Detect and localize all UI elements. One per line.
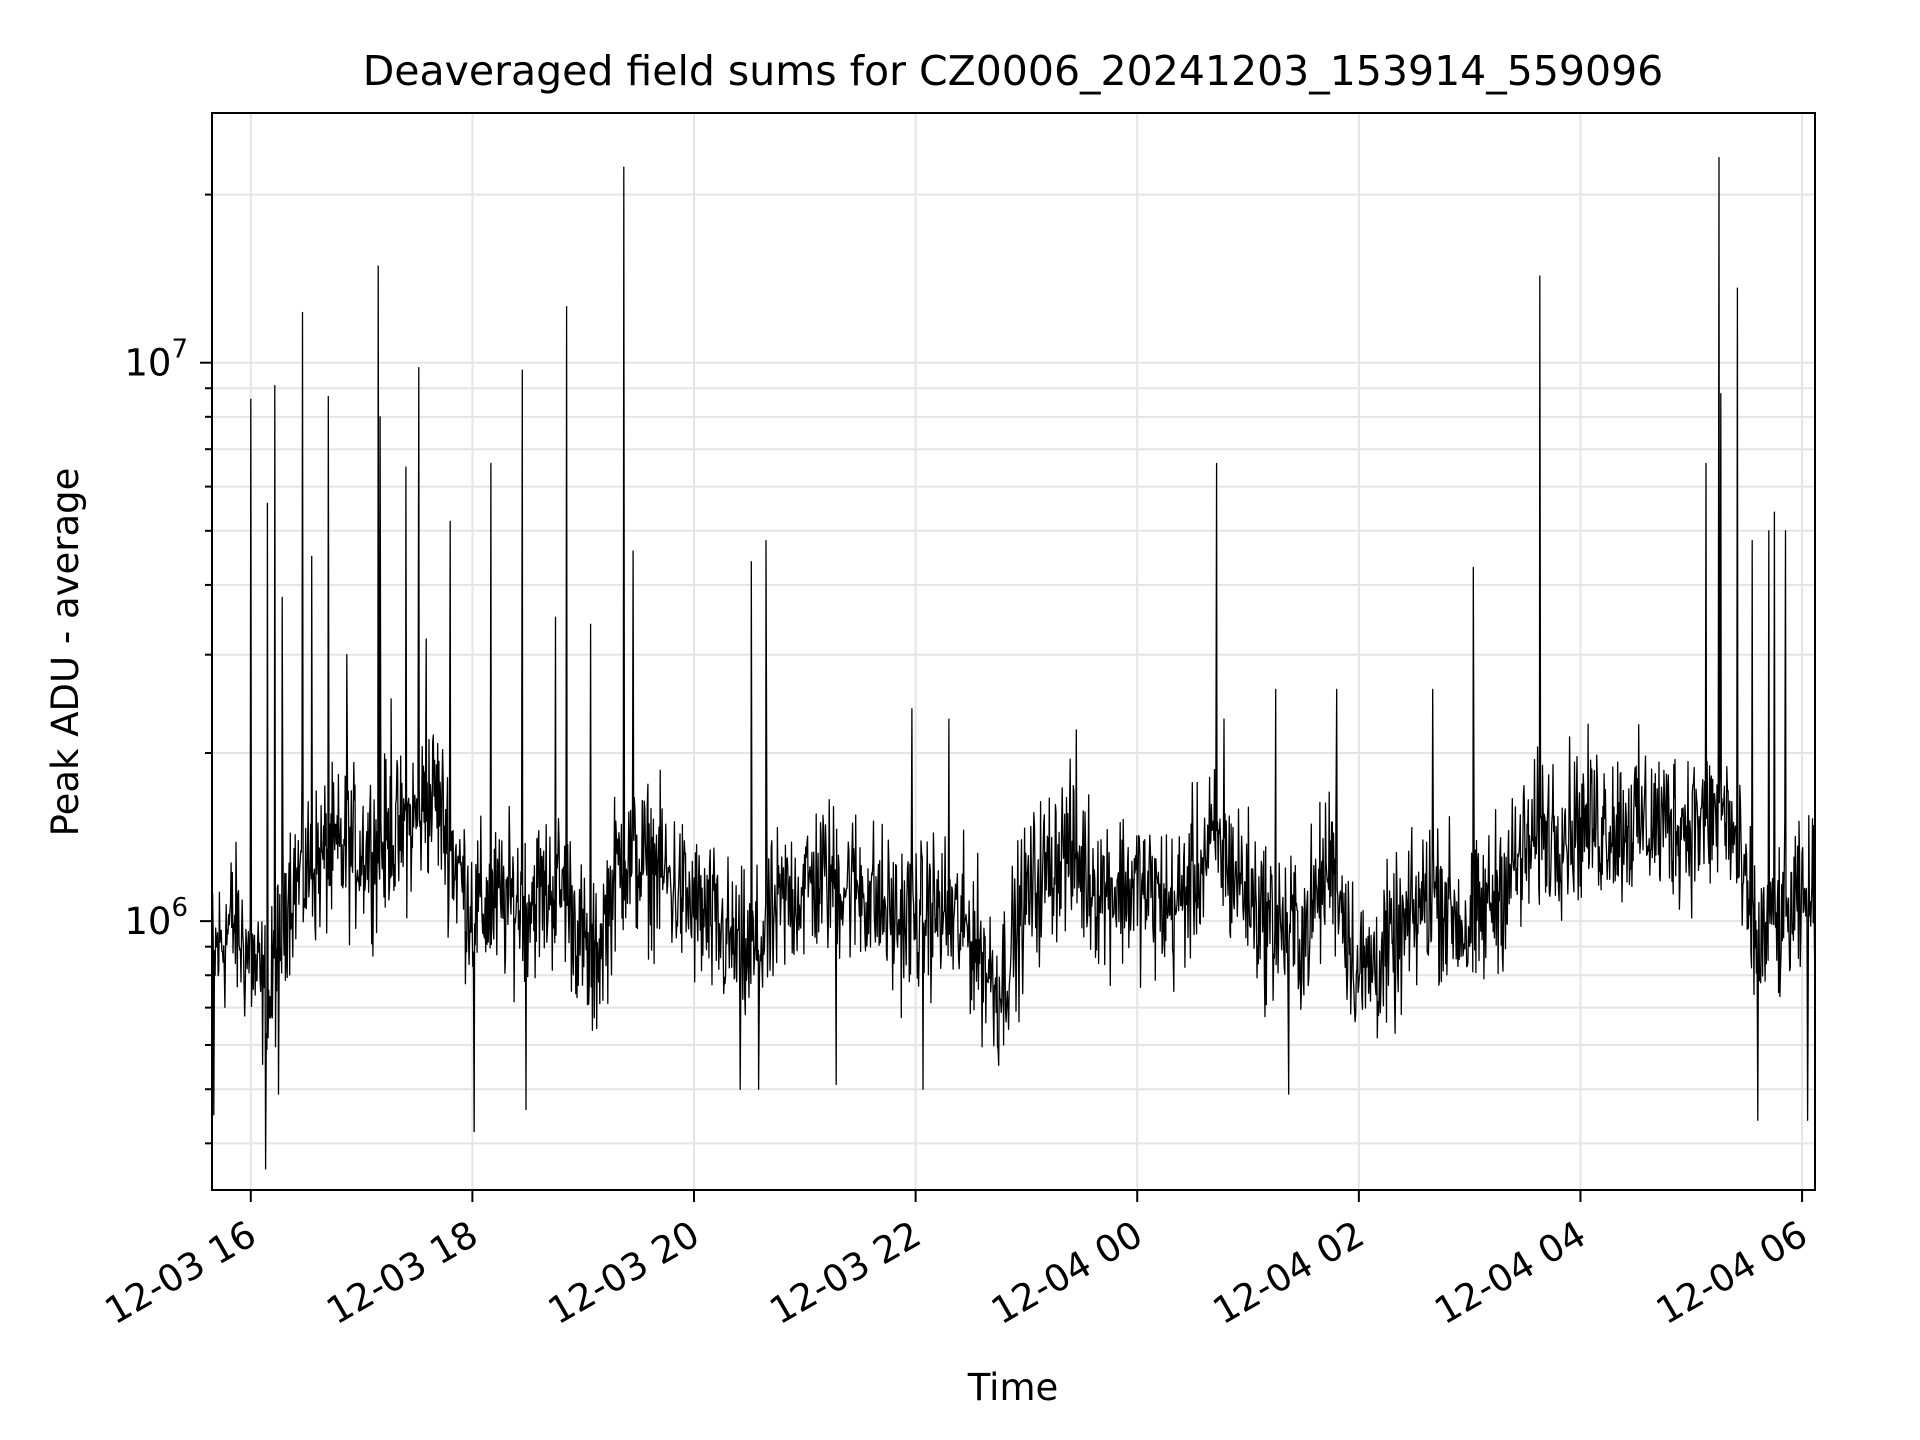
x-tick-label: 12-03 18 bbox=[319, 1213, 485, 1333]
x-tick-label: 12-03 16 bbox=[98, 1213, 264, 1333]
y-tick-label: 107 bbox=[124, 335, 188, 385]
chart-title: Deaveraged field sums for CZ0006_2024120… bbox=[363, 47, 1664, 95]
grid-lines bbox=[212, 113, 1815, 1190]
x-tick-label: 12-04 00 bbox=[984, 1213, 1150, 1333]
x-axis-label: Time bbox=[967, 1366, 1059, 1409]
x-tick-label: 12-04 04 bbox=[1427, 1213, 1593, 1333]
y-axis-ticks: 106 107 bbox=[124, 193, 212, 1145]
x-tick-label: 12-03 20 bbox=[541, 1213, 707, 1333]
plot-frame bbox=[211, 112, 1816, 1191]
series-line bbox=[211, 156, 1816, 1170]
x-tick-label: 12-04 06 bbox=[1649, 1213, 1815, 1333]
x-tick-label: 12-03 22 bbox=[763, 1213, 929, 1333]
y-axis-label: Peak ADU - average bbox=[44, 468, 87, 837]
series-line-group bbox=[211, 156, 1816, 1170]
y-tick-label: 106 bbox=[124, 893, 188, 943]
x-tick-label: 12-04 02 bbox=[1206, 1213, 1372, 1333]
x-axis-ticks: 12-03 16 12-03 18 12-03 20 12-03 22 12-04 00… bbox=[98, 1190, 1815, 1333]
